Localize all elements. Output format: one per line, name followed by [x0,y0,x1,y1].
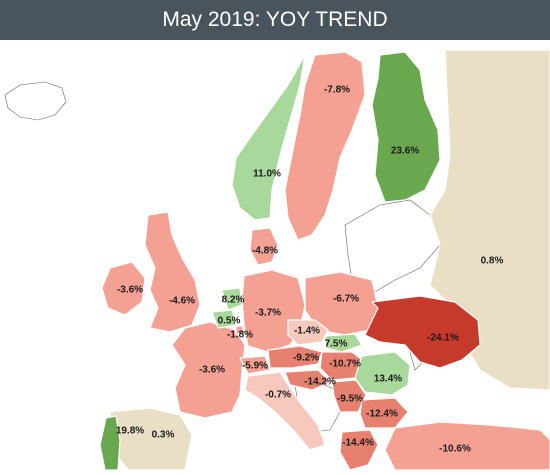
label-finland: 23.6% [391,146,419,157]
region-greece [339,429,379,471]
region-slovenia [284,369,331,391]
label-slovenia: -14.2% [304,377,336,388]
region-finland [371,51,441,203]
region-austria [267,345,323,369]
label-hungary: -10.7% [329,359,361,370]
label-italy: -0.7% [265,390,291,401]
region-sweden [284,51,366,241]
value-labels: 23.6% -7.8% 11.0% 0.8% -4.8% -3.6% -4.6%… [116,85,504,455]
region-slovakia [324,333,363,353]
region-belgium [211,309,237,329]
label-ukraine: -24.1% [427,333,459,344]
region-ukraine [364,295,481,369]
label-austria: -9.2% [293,353,319,364]
region-denmark [249,227,279,266]
label-slovakia: 7.5% [325,339,348,350]
label-germany: -3.7% [255,308,281,319]
label-switzerland: -5.9% [242,361,268,372]
label-bulgaria: -12.4% [366,409,398,420]
label-norway: 11.0% [253,169,281,180]
label-uk: -4.6% [169,296,195,307]
label-romania: 13.4% [374,374,402,385]
label-portugal: 19.8% [116,426,144,437]
region-ireland [101,261,146,316]
iceland-shape [4,81,67,121]
label-serbia: -9.5% [337,394,363,405]
baltic-belarus-shape [344,199,441,296]
label-russia: 0.8% [481,256,504,267]
label-sweden: -7.8% [324,85,350,96]
region-uk [144,211,201,333]
label-luxembourg: -1.8% [227,330,253,341]
label-denmark: -4.8% [252,246,278,257]
region-luxembourg [235,325,244,335]
label-spain: 0.3% [152,430,175,441]
region-norway [231,54,306,221]
label-poland: -6.7% [333,294,359,305]
label-france: -3.6% [199,365,225,376]
region-france [171,321,246,419]
label-ireland: -3.6% [117,285,143,296]
label-netherlands: 8.2% [222,295,245,306]
region-portugal [99,415,121,471]
choropleth-map: 23.6% -7.8% 11.0% 0.8% -4.8% -3.6% -4.6%… [0,40,550,471]
label-czech: -1.4% [294,326,320,337]
map-title-bar: May 2019: YOY TREND [0,0,550,40]
europe-map-svg: 23.6% -7.8% 11.0% 0.8% -4.8% -3.6% -4.6%… [4,49,550,471]
label-turkey: -10.6% [439,444,471,455]
region-switzerland [239,355,271,375]
region-turkey [384,421,550,471]
region-czech [287,319,329,346]
label-belgium: 0.5% [218,316,241,327]
region-serbia [331,379,367,413]
region-italy [244,371,326,451]
map-title: May 2019: YOY TREND [162,8,388,31]
label-greece: -14.4% [342,438,374,449]
